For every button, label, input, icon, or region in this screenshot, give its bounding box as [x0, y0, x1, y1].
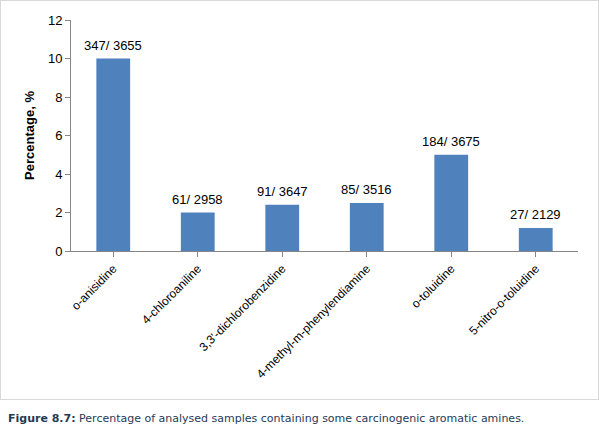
svg-text:6: 6 — [55, 128, 62, 143]
svg-text:4: 4 — [55, 167, 62, 182]
svg-text:3,3'-dichlorobenzidine: 3,3'-dichlorobenzidine — [196, 262, 288, 354]
svg-text:o-anisidine: o-anisidine — [69, 262, 120, 313]
svg-text:85/ 3516: 85/ 3516 — [341, 182, 392, 197]
svg-text:61/ 2958: 61/ 2958 — [172, 192, 223, 207]
html-text:Figure 8.7: Percentage of anal: Figure 8.7: Percentage of analysed sampl… — [8, 412, 525, 425]
svg-text:2: 2 — [55, 205, 62, 220]
svg-text:4-chloroaniline: 4-chloroaniline — [139, 262, 204, 327]
svg-text:o-toluidine: o-toluidine — [409, 262, 458, 311]
svg-text:27/ 2129: 27/ 2129 — [510, 207, 561, 222]
svg-text:91/ 3647: 91/ 3647 — [257, 184, 308, 199]
svg-text:347/ 3655: 347/ 3655 — [84, 38, 142, 53]
svg-text:4-methyl-m-phenylendiamine: 4-methyl-m-phenylendiamine — [254, 262, 374, 382]
svg-text:0: 0 — [55, 244, 62, 259]
svg-text:184/ 3675: 184/ 3675 — [422, 134, 480, 149]
svg-text:10: 10 — [48, 51, 62, 66]
svg-text:12: 12 — [48, 13, 62, 28]
svg-text:Percentage, %: Percentage, % — [22, 91, 37, 180]
svg-text:5-nitro-o-toluidine: 5-nitro-o-toluidine — [466, 262, 542, 338]
svg-text:8: 8 — [55, 90, 62, 105]
